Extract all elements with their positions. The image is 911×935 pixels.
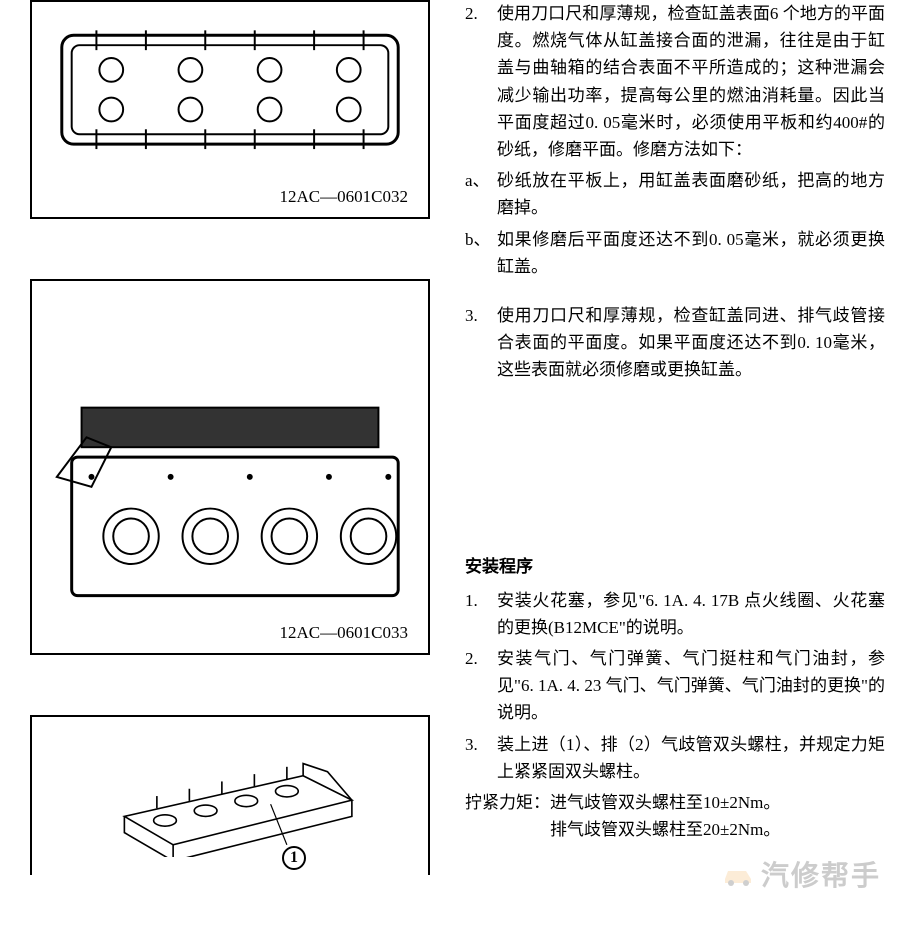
figure-3-callout: 1 <box>282 846 306 870</box>
step-text: 安装气门、气门弹簧、气门挺柱和气门油封，参见"6. 1A. 4. 23 气门、气… <box>497 645 885 727</box>
step-number: 2. <box>465 645 497 727</box>
car-icon <box>721 861 755 887</box>
cylinder-head-isometric-icon <box>42 727 418 857</box>
torque-label: 拧紧力矩： <box>465 793 550 812</box>
install-step-1: 1. 安装火花塞，参见"6. 1A. 4. 17B 点火线圈、火花塞的更换(B1… <box>465 587 885 641</box>
install-step-2: 2. 安装气门、气门弹簧、气门挺柱和气门油封，参见"6. 1A. 4. 23 气… <box>465 645 885 727</box>
step-number: 3. <box>465 302 497 384</box>
substep-text: 砂纸放在平板上，用缸盖表面磨砂纸，把高的地方磨掉。 <box>497 167 885 221</box>
inspection-step-2: 2. 使用刀口尺和厚薄规，检查缸盖表面6 个地方的平面度。燃烧气体从缸盖接合面的… <box>465 0 885 163</box>
callout-number-1: 1 <box>282 846 306 870</box>
cylinder-head-straightedge-icon <box>42 291 418 643</box>
substep-letter: a、 <box>465 167 497 221</box>
torque-spec-line-2: 排气歧管双头螺柱至20±2Nm。 <box>465 816 885 843</box>
step-text: 使用刀口尺和厚薄规，检查缸盖表面6 个地方的平面度。燃烧气体从缸盖接合面的泄漏，… <box>497 0 885 163</box>
inspection-substep-a: a、 砂纸放在平板上，用缸盖表面磨砂纸，把高的地方磨掉。 <box>465 167 885 221</box>
figure-1-label: 12AC—0601C032 <box>280 187 408 207</box>
inspection-step-3: 3. 使用刀口尺和厚薄规，检查缸盖同进、排气歧管接合表面的平面度。如果平面度还达… <box>465 302 885 384</box>
watermark: 汽修帮手 <box>721 854 881 894</box>
torque-spec-line-1: 拧紧力矩：进气歧管双头螺柱至10±2Nm。 <box>465 789 885 816</box>
install-step-3: 3. 装上进（1）、排（2）气歧管双头螺柱，并规定力矩上紧紧固双头螺柱。 <box>465 731 885 785</box>
step-text: 装上进（1）、排（2）气歧管双头螺柱，并规定力矩上紧紧固双头螺柱。 <box>497 731 885 785</box>
step-text: 安装火花塞，参见"6. 1A. 4. 17B 点火线圈、火花塞的更换(B12MC… <box>497 587 885 641</box>
step-number: 3. <box>465 731 497 785</box>
cylinder-head-top-icon <box>42 12 418 207</box>
substep-letter: b、 <box>465 226 497 280</box>
figure-3-box: 1 <box>30 715 430 875</box>
step-text: 使用刀口尺和厚薄规，检查缸盖同进、排气歧管接合表面的平面度。如果平面度还达不到0… <box>497 302 885 384</box>
install-section-title: 安装程序 <box>465 553 885 580</box>
left-figure-column: 12AC—0601C032 12AC—0601C033 <box>30 0 430 935</box>
figure-1-box: 12AC—0601C032 <box>30 0 430 219</box>
step-number: 2. <box>465 0 497 163</box>
torque-intake: 进气歧管双头螺柱至10±2Nm。 <box>550 793 780 812</box>
substep-text: 如果修磨后平面度还达不到0. 05毫米，就必须更换缸盖。 <box>497 226 885 280</box>
figure-2-label: 12AC—0601C033 <box>280 623 408 643</box>
step-number: 1. <box>465 587 497 641</box>
figure-2-box: 12AC—0601C033 <box>30 279 430 655</box>
right-text-column: 2. 使用刀口尺和厚薄规，检查缸盖表面6 个地方的平面度。燃烧气体从缸盖接合面的… <box>465 0 885 843</box>
watermark-text: 汽修帮手 <box>761 854 881 894</box>
inspection-substep-b: b、 如果修磨后平面度还达不到0. 05毫米，就必须更换缸盖。 <box>465 226 885 280</box>
